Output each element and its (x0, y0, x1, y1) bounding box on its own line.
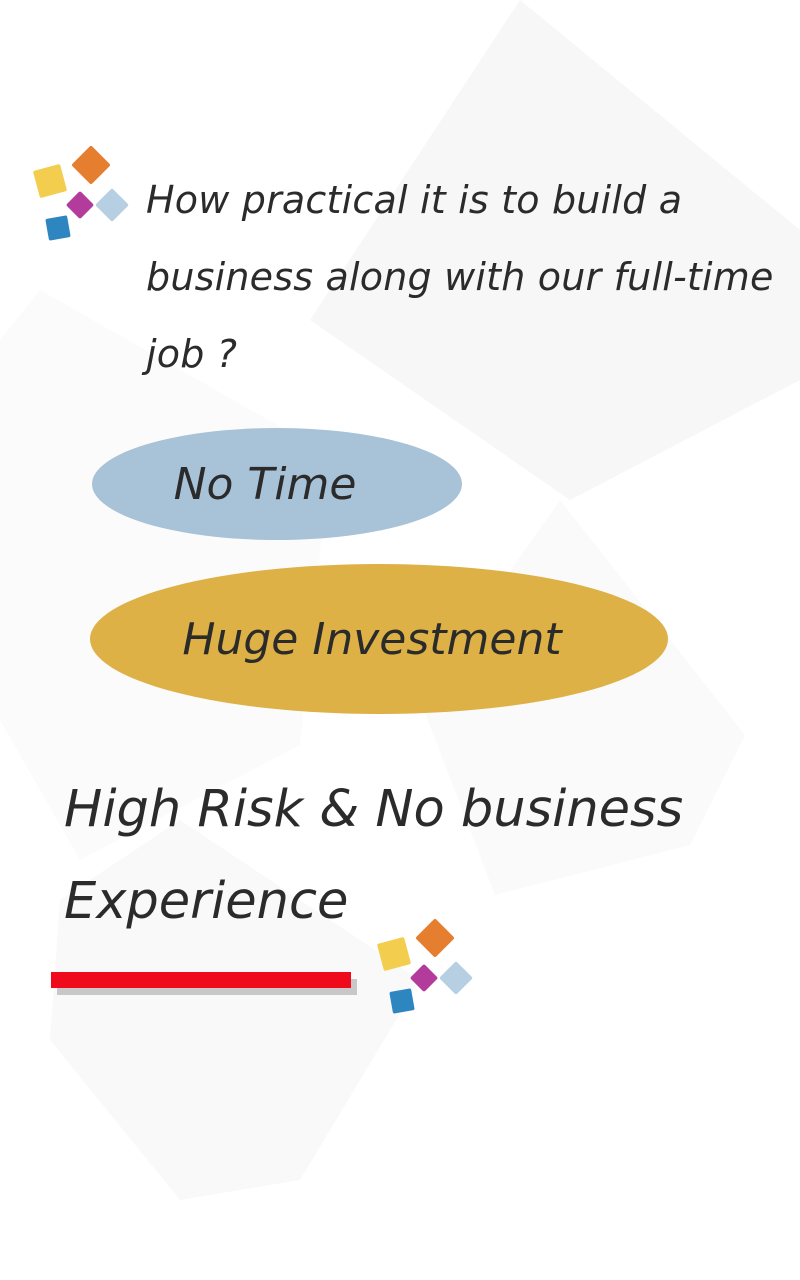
question-line-1: How practical it is to build a (146, 178, 683, 222)
risk-line-1: High Risk & No business (64, 780, 684, 839)
no-time-ellipse: No Time (92, 428, 462, 540)
colored-tiles-logo-icon (377, 919, 473, 1014)
risk-heading: High Risk & No business Experience (64, 764, 764, 948)
background-diamond-top (310, 0, 800, 500)
question-text: How practical it is to build a business … (146, 162, 786, 393)
risk-line-2: Experience (64, 872, 349, 931)
question-line-2: business along with our full-time (146, 255, 774, 299)
no-time-label: No Time (173, 458, 357, 510)
huge-investment-ellipse: Huge Investment (90, 564, 668, 714)
colored-tiles-logo-icon (33, 146, 129, 241)
question-line-3: job ? (146, 332, 238, 376)
background-diamond-bottom (50, 820, 420, 1200)
red-underline (51, 972, 351, 988)
huge-investment-label: Huge Investment (182, 613, 562, 665)
